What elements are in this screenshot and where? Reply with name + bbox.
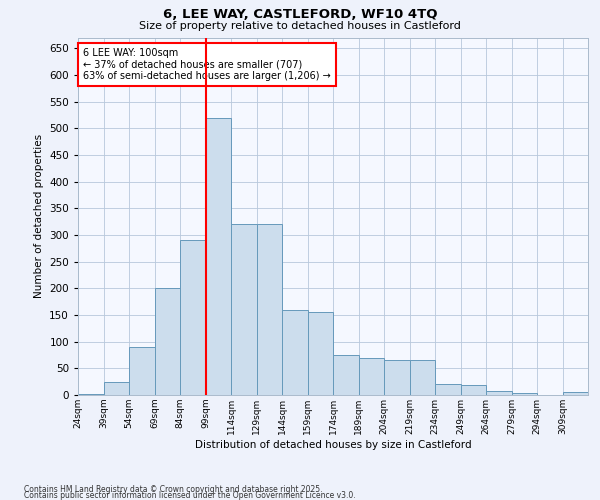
Bar	[205, 118, 231, 395]
Bar	[180, 240, 205, 395]
Bar	[129, 347, 155, 395]
Bar	[512, 394, 537, 395]
Text: Contains public sector information licensed under the Open Government Licence v3: Contains public sector information licen…	[24, 491, 356, 500]
Bar	[461, 386, 486, 395]
Bar	[409, 360, 435, 395]
Bar	[486, 390, 512, 395]
Bar	[155, 288, 180, 395]
Text: 6, LEE WAY, CASTLEFORD, WF10 4TQ: 6, LEE WAY, CASTLEFORD, WF10 4TQ	[163, 8, 437, 20]
Bar	[435, 384, 461, 395]
X-axis label: Distribution of detached houses by size in Castleford: Distribution of detached houses by size …	[194, 440, 472, 450]
Bar	[257, 224, 282, 395]
Bar	[308, 312, 333, 395]
Y-axis label: Number of detached properties: Number of detached properties	[34, 134, 44, 298]
Text: 6 LEE WAY: 100sqm
← 37% of detached houses are smaller (707)
63% of semi-detache: 6 LEE WAY: 100sqm ← 37% of detached hous…	[83, 48, 331, 82]
Bar	[231, 224, 257, 395]
Text: Contains HM Land Registry data © Crown copyright and database right 2025.: Contains HM Land Registry data © Crown c…	[24, 485, 323, 494]
Text: Size of property relative to detached houses in Castleford: Size of property relative to detached ho…	[139, 21, 461, 31]
Bar	[384, 360, 409, 395]
Bar	[282, 310, 308, 395]
Bar	[104, 382, 129, 395]
Bar	[78, 394, 104, 395]
Bar	[563, 392, 588, 395]
Bar	[333, 355, 359, 395]
Bar	[359, 358, 384, 395]
